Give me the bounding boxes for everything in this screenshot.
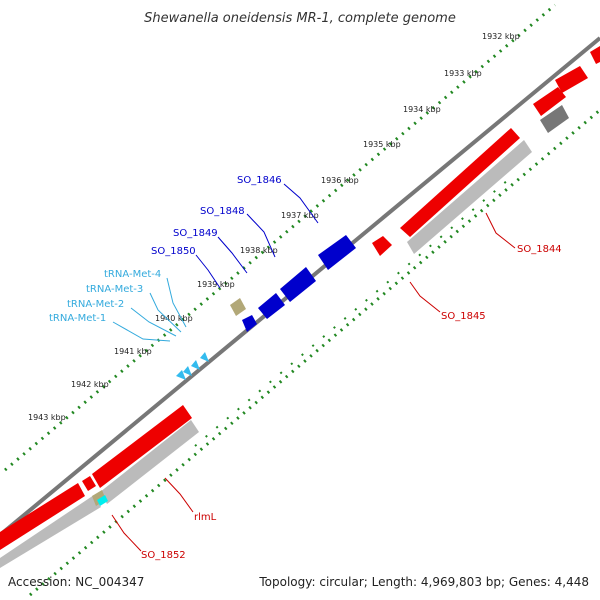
callout-trna-met-3 [149,292,182,333]
tick-label: 1940 kbp [155,314,193,323]
gene-label[interactable]: tRNA-Met-3 [86,284,143,295]
gene-arrow-red[interactable] [590,46,600,64]
trna-arrow[interactable] [191,360,200,370]
callout-trna-met-2 [130,307,177,337]
gene-label[interactable]: SO_1848 [200,206,245,217]
cds-shadow-track [0,105,569,568]
gene-arrow-red[interactable] [82,476,96,491]
shadow-bar [100,420,199,504]
gene-label[interactable]: rlmL [194,512,217,523]
callout-so-1852 [111,514,142,552]
tick-label: 1936 kbp [321,176,359,185]
gene-label[interactable]: SO_1845 [441,311,486,322]
shadow-bar [0,495,101,568]
callout-so-1844 [485,212,516,249]
gene-label[interactable]: SO_1844 [517,244,562,255]
tick-label: 1939 kbp [197,280,235,289]
callout-trna-met-4 [166,277,187,328]
callout-so-1845 [409,281,441,313]
gene-arrow-red[interactable] [533,87,566,116]
gene-label[interactable]: tRNA-Met-4 [104,269,161,280]
callout-so-1846 [283,183,319,224]
callout-rlml [164,477,194,513]
gene-arrow-so-1850[interactable] [242,315,257,332]
trna-arrow[interactable] [176,370,186,380]
gene-arrow-so-1852[interactable] [0,483,85,550]
tick-label: 1938 kbp [240,246,278,255]
callout-lines [111,183,516,552]
gene-label[interactable]: tRNA-Met-2 [67,299,124,310]
callout-trna-met-1 [112,321,171,342]
reverse-genes [0,46,600,550]
tick-label: 1942 kbp [71,380,109,389]
gene-label[interactable]: SO_1850 [151,246,196,257]
gene-arrow-so-1849[interactable] [258,293,285,319]
trna-arrow[interactable] [183,366,192,376]
trna-genes [176,352,209,380]
gene-arrow-so-1845[interactable] [372,236,392,256]
gene-label[interactable]: tRNA-Met-1 [49,313,106,324]
shadow-bar-dark [540,105,569,133]
tick-label: 1941 kbp [114,347,152,356]
gc-skew-track-outer [4,3,556,472]
callout-so-1848 [246,213,276,258]
accession-text: Accession: NC_004347 [8,575,144,589]
tick-label: 1932 kbp [482,32,520,41]
gene-box-cyan [97,495,108,506]
tick-label: 1933 kbp [444,69,482,78]
forward-genes [230,235,356,332]
map-title: Shewanella oneidensis MR-1, complete gen… [144,11,456,26]
gene-box-khaki[interactable] [230,298,246,316]
gene-arrow-red[interactable] [555,66,588,93]
tick-label: 1937 kbp [281,211,319,220]
gene-labels: SO_1846 SO_1848 SO_1849 SO_1850 tRNA-Met… [49,175,562,561]
gene-arrow-rlml[interactable] [92,405,192,488]
gene-arrow-so-1846[interactable] [318,235,356,270]
callout-so-1849 [217,236,248,274]
shadow-bar [407,140,532,254]
tick-label: 1943 kbp [28,413,66,422]
gene-arrow-so-1848[interactable] [280,267,316,302]
tick-label: 1935 kbp [363,140,401,149]
callout-so-1850 [195,254,221,289]
gene-label[interactable]: SO_1849 [173,228,218,239]
gene-label[interactable]: SO_1852 [141,550,186,561]
gene-arrow-so-1844[interactable] [400,128,520,237]
kbp-ticks: 1932 kbp 1933 kbp 1934 kbp 1935 kbp 1936… [28,32,520,422]
trna-arrow[interactable] [200,352,209,362]
topology-text: Topology: circular; Length: 4,969,803 bp… [258,575,589,589]
gene-label[interactable]: SO_1846 [237,175,282,186]
tick-label: 1934 kbp [403,105,441,114]
